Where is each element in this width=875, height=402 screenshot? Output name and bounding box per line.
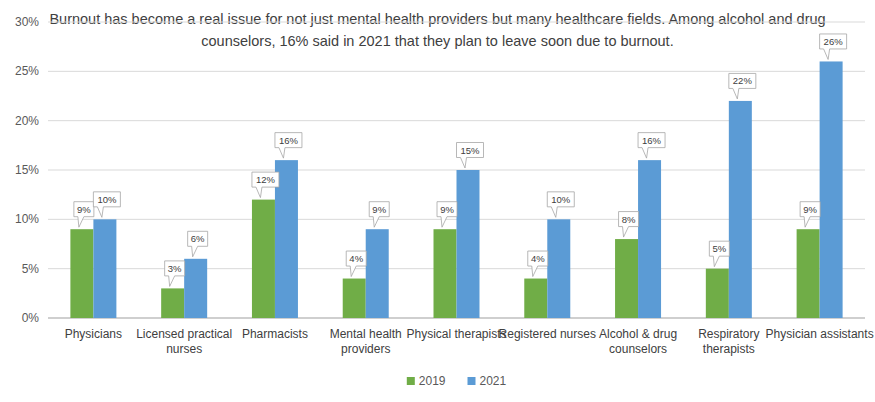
data-label: 9% <box>372 204 386 215</box>
bar <box>638 160 661 318</box>
bar <box>615 239 638 318</box>
label-callout <box>528 251 548 276</box>
data-labels: 9% 3% 12% 4% 9% 4% 8% 5% 9% 10% 6% 16% 9% 15% 10% 16% 22… <box>74 34 847 286</box>
label-callout <box>346 251 366 276</box>
grid-line <box>48 22 865 23</box>
bar <box>729 101 752 318</box>
data-label: 3% <box>168 263 182 274</box>
x-tick-label: Mental health providers <box>310 327 422 357</box>
label-callout <box>820 34 847 60</box>
label-callout <box>638 133 665 159</box>
bar <box>797 229 820 318</box>
bar <box>70 229 93 318</box>
legend: 2019 2021 <box>407 374 507 388</box>
legend-swatch <box>468 377 476 385</box>
data-label: 5% <box>712 243 726 254</box>
data-label: 4% <box>531 253 545 264</box>
data-label: 16% <box>642 135 662 146</box>
x-tick-label: Licensed practical nurses <box>128 327 240 357</box>
bar <box>820 61 843 318</box>
data-label: 9% <box>77 204 91 215</box>
legend-label: 2021 <box>480 374 507 388</box>
chart-title: Burnout has become a real issue for not … <box>45 8 830 52</box>
label-callout <box>437 202 457 228</box>
bar <box>161 288 184 318</box>
data-label: 16% <box>279 135 299 146</box>
label-callout <box>252 172 279 198</box>
data-label: 10% <box>551 194 571 205</box>
label-callout <box>547 192 574 218</box>
bar <box>93 219 116 318</box>
bar <box>457 170 480 318</box>
label-callout <box>457 143 484 169</box>
data-label: 26% <box>824 36 844 47</box>
label-callout <box>619 212 639 238</box>
data-label: 22% <box>733 75 753 86</box>
label-callout <box>800 202 820 228</box>
label-callout <box>729 73 756 99</box>
data-label: 9% <box>803 204 817 215</box>
bar <box>706 269 729 318</box>
data-label: 6% <box>191 233 205 244</box>
bar <box>366 229 389 318</box>
label-callout <box>709 241 729 266</box>
x-tick-label: Physicians <box>37 327 149 342</box>
y-tick-label: 20% <box>15 114 39 128</box>
x-tick-label: Physical therapists <box>401 327 513 342</box>
bar <box>547 219 570 318</box>
label-callout <box>369 202 389 228</box>
x-tick-label: Physician assistants <box>764 327 875 342</box>
y-tick-label: 15% <box>15 163 39 177</box>
x-tick-label: Pharmacists <box>219 327 331 342</box>
chart: 0% 5% 10% 15% 20% 25% 30% 9% 3% 12% 4% 9% 4% 8% 5% 9% 10… <box>0 0 875 402</box>
bar <box>524 279 547 318</box>
bar <box>184 259 207 318</box>
bar <box>343 279 366 318</box>
y-tick-label: 5% <box>22 262 40 276</box>
label-callout <box>165 261 185 287</box>
label-callout <box>275 133 302 159</box>
data-label: 8% <box>622 214 636 225</box>
bars <box>70 61 842 318</box>
label-callout <box>74 202 94 228</box>
bar <box>434 229 457 318</box>
legend-label: 2019 <box>419 374 446 388</box>
data-label: 9% <box>440 204 454 215</box>
y-tick-label: 10% <box>15 212 39 226</box>
data-label: 15% <box>460 145 480 156</box>
label-callout <box>93 192 120 218</box>
y-tick-label: 30% <box>15 15 39 29</box>
y-tick-label: 25% <box>15 64 39 78</box>
data-label: 10% <box>97 194 117 205</box>
x-tick-label: Alcohol & drug counselors <box>582 327 694 357</box>
bar <box>252 200 275 318</box>
x-tick-label: Registered nurses <box>491 327 603 342</box>
y-tick-label: 0% <box>22 311 40 325</box>
data-label: 4% <box>349 253 363 264</box>
legend-swatch <box>407 377 415 385</box>
grid <box>48 22 865 318</box>
label-callout <box>188 231 208 256</box>
data-label: 12% <box>256 174 276 185</box>
grid-line <box>48 71 865 72</box>
